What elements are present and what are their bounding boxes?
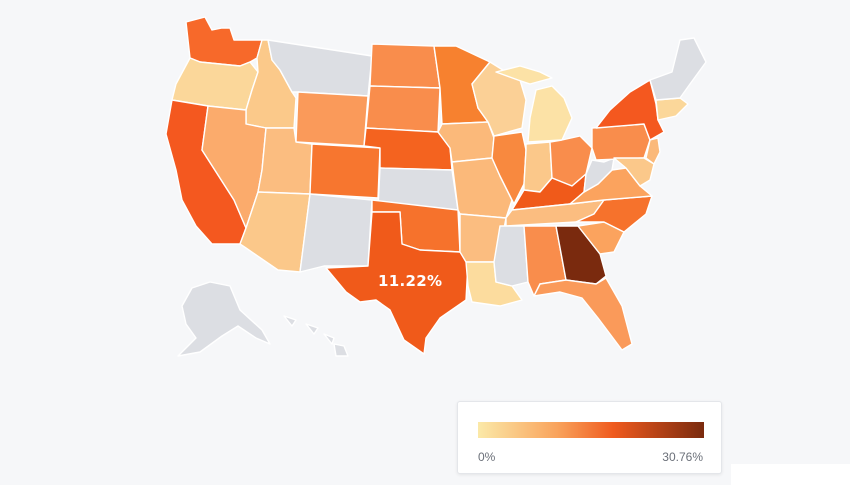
state-michigan[interactable] bbox=[527, 85, 573, 143]
state-illinois[interactable] bbox=[491, 131, 527, 205]
state-hawaii[interactable] bbox=[283, 315, 349, 357]
state-florida[interactable] bbox=[533, 277, 633, 351]
state-mississippi[interactable] bbox=[493, 225, 529, 287]
texas-value-label: 11.22% bbox=[378, 272, 443, 290]
state-west-virginia[interactable] bbox=[583, 157, 615, 193]
state-maryland[interactable] bbox=[613, 157, 655, 187]
state-texas[interactable] bbox=[325, 211, 469, 355]
state-michigan-upper[interactable] bbox=[495, 65, 553, 85]
state-pennsylvania[interactable] bbox=[591, 123, 651, 161]
state-new-mexico[interactable] bbox=[299, 193, 373, 273]
legend-max-label: 30.76% bbox=[662, 450, 703, 464]
state-north-dakota[interactable] bbox=[369, 43, 441, 89]
state-new-england[interactable] bbox=[649, 37, 707, 101]
state-colorado[interactable] bbox=[309, 143, 381, 199]
corner-patch bbox=[731, 464, 850, 485]
state-washington[interactable] bbox=[185, 16, 263, 67]
legend-min-label: 0% bbox=[478, 450, 496, 464]
state-massachusetts[interactable] bbox=[655, 97, 689, 121]
legend-gradient-bar bbox=[478, 422, 704, 438]
state-alaska[interactable] bbox=[177, 281, 271, 357]
color-legend: 0% 30.76% bbox=[457, 401, 722, 474]
state-south-dakota[interactable] bbox=[365, 85, 441, 133]
state-new-jersey[interactable] bbox=[645, 137, 661, 165]
state-wyoming[interactable] bbox=[295, 91, 369, 147]
state-north-carolina[interactable] bbox=[575, 195, 653, 233]
